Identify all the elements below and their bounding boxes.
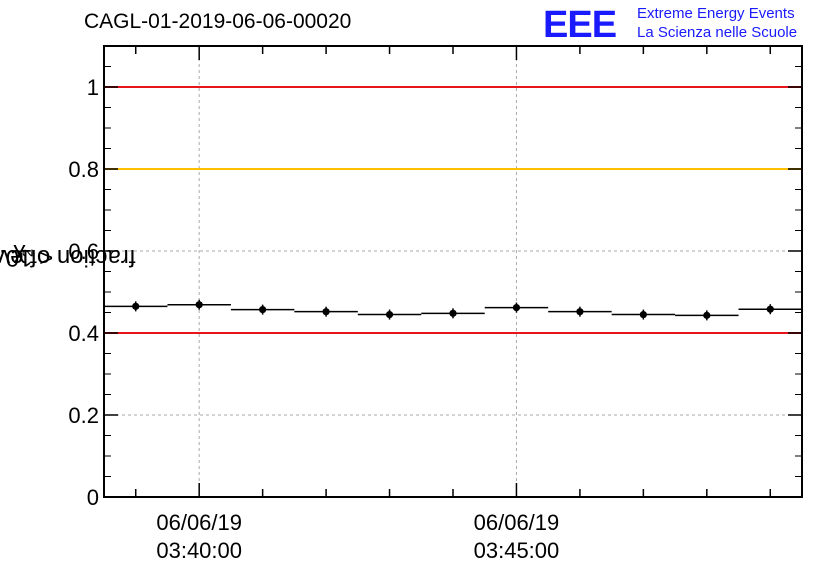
logo-caption: Extreme Energy Events La Scienza nelle S… <box>637 4 797 42</box>
data-point <box>703 311 711 319</box>
data-point <box>385 310 394 319</box>
data-point <box>259 306 267 314</box>
plot-frame <box>103 45 803 498</box>
data-point <box>132 302 140 310</box>
data-point <box>322 308 330 316</box>
x-tick-label-date: 06/06/19 <box>474 510 560 535</box>
data-point <box>576 308 584 316</box>
eee-logo: EEE <box>543 4 617 46</box>
x-tick-label-date: 06/06/19 <box>156 510 242 535</box>
chart-title: CAGL-01-2019-06-06-00020 <box>84 10 352 33</box>
y-tick-label: 1 <box>87 75 99 100</box>
data-point <box>449 309 457 317</box>
data-point <box>512 303 521 312</box>
data-point <box>195 301 203 309</box>
y-tick-label: 0.6 <box>68 239 99 264</box>
y-tick-label: 0 <box>87 485 99 510</box>
data-point <box>639 310 647 319</box>
y-tick-label: 0.2 <box>68 403 99 428</box>
logo-line-1: Extreme Energy Events <box>637 5 795 22</box>
logo-line-2: La Scienza nelle Scuole <box>637 24 798 41</box>
data-point <box>766 305 774 313</box>
x-tick-label-time: 03:45:00 <box>474 538 560 563</box>
y-axis-label-post: < 10.0 <box>0 244 54 272</box>
y-tick-label: 0.4 <box>68 321 99 346</box>
x-tick-label-time: 03:40:00 <box>156 538 242 563</box>
y-tick-label: 0.8 <box>68 157 99 182</box>
